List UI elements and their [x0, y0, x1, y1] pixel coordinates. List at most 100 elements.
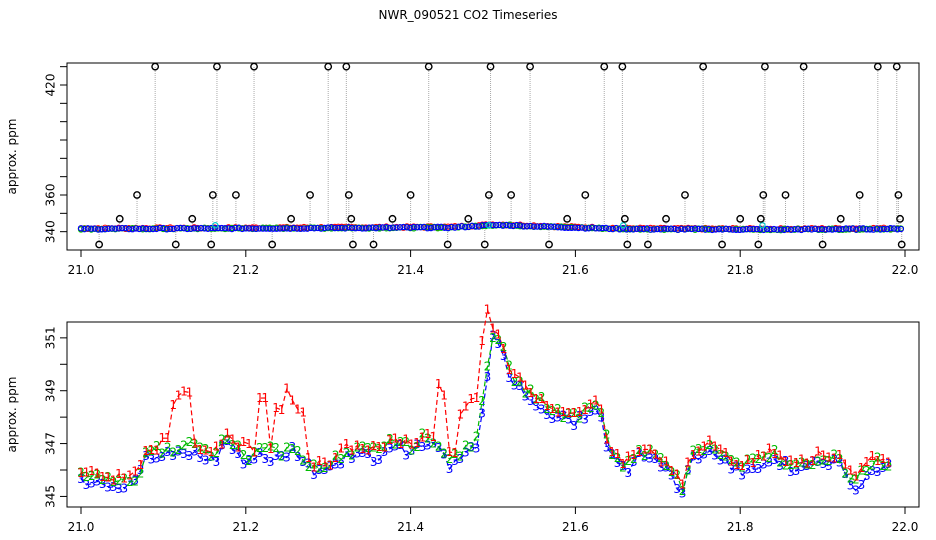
series1-marker-58: 1 — [392, 432, 400, 446]
series1-marker-46: 1 — [326, 459, 334, 473]
series1-marker-121: 1 — [733, 458, 741, 472]
series3-marker-54: 3 — [370, 455, 378, 469]
point-s3-202 — [770, 225, 778, 233]
series3-marker-52: 3 — [359, 446, 367, 460]
series3-marker-26: 3 — [218, 438, 226, 452]
point-s3-213 — [808, 226, 815, 233]
series2-marker-30: 2 — [240, 448, 248, 462]
series1-marker-127: 1 — [765, 442, 773, 456]
series1-marker-88: 1 — [554, 405, 562, 419]
series2-marker-85: 2 — [538, 390, 546, 404]
point-s3-161 — [630, 226, 637, 233]
series1-marker-6: 1 — [110, 473, 118, 487]
series1-marker-11: 1 — [137, 458, 145, 472]
series3-marker-65: 3 — [429, 436, 437, 450]
series2-marker-149: 2 — [885, 460, 893, 474]
point-s3-154 — [606, 225, 613, 233]
series2-marker-101: 2 — [625, 454, 633, 468]
series2-marker-77: 2 — [494, 333, 502, 347]
series2-marker-128: 2 — [771, 443, 779, 457]
point-s3-106 — [441, 224, 448, 231]
point-s3-170 — [661, 225, 668, 232]
series1-marker-113: 1 — [690, 448, 698, 462]
series2-marker-124: 2 — [749, 451, 757, 465]
series2-marker-57: 2 — [386, 432, 394, 446]
series1-marker-126: 1 — [760, 450, 768, 464]
outlier-point-35 — [620, 214, 629, 223]
outlier-point-6 — [207, 240, 216, 249]
outlier-point-26 — [484, 191, 493, 199]
series1-marker-51: 1 — [354, 438, 362, 452]
point-s3-179 — [691, 225, 699, 232]
plot-frame-1 — [66, 321, 920, 508]
series1-marker-55: 1 — [375, 440, 383, 454]
outlier-point-21 — [406, 191, 415, 199]
series1-marker-8: 1 — [121, 471, 129, 485]
outlier-point-41 — [718, 240, 726, 249]
point-s3-114 — [468, 222, 476, 229]
point-s3-193 — [739, 226, 747, 233]
point-s3-66 — [304, 225, 311, 232]
series1-marker-54: 1 — [370, 439, 378, 453]
series2-marker-120: 2 — [728, 453, 736, 467]
outlier-point-16 — [344, 191, 353, 199]
series1-marker-91: 1 — [570, 406, 578, 420]
series1-marker-90: 1 — [565, 406, 573, 420]
point-s3-211 — [801, 225, 808, 233]
point-s3-62 — [290, 224, 297, 232]
point-s3-86 — [372, 225, 380, 232]
point-s3-94 — [400, 223, 407, 231]
outlier-point-36 — [623, 240, 632, 249]
series2-marker-116: 2 — [706, 438, 714, 452]
point-s3-220 — [832, 226, 839, 233]
series2-marker-123: 2 — [744, 453, 752, 467]
series1-marker-62: 1 — [413, 436, 421, 450]
series2-marker-94: 2 — [587, 401, 595, 415]
point-s3-29 — [177, 224, 184, 232]
point-s3-230 — [866, 226, 874, 233]
series2-marker-42: 2 — [305, 460, 313, 474]
series2-marker-15: 2 — [158, 446, 166, 460]
point-s3-88 — [379, 224, 387, 231]
series3-marker-140: 3 — [836, 455, 844, 469]
series3-marker-111: 3 — [679, 486, 687, 500]
point-s3-129 — [520, 223, 527, 230]
outlier-point-33 — [600, 62, 609, 71]
series3-marker-27: 3 — [224, 434, 232, 448]
series1-marker-0: 1 — [77, 466, 85, 480]
series3-marker-42: 3 — [305, 456, 313, 470]
point-s3-5 — [95, 226, 102, 233]
point-s3-49 — [245, 225, 253, 232]
series2-marker-13: 2 — [148, 444, 156, 458]
series1-marker-146: 1 — [868, 449, 876, 463]
series1-marker-63: 1 — [419, 430, 427, 444]
point-s3-83 — [362, 225, 369, 232]
series2-marker-63: 2 — [419, 426, 427, 440]
series1-marker-110: 1 — [673, 468, 681, 482]
series1-marker-36: 1 — [272, 401, 280, 415]
series3-marker-90: 3 — [565, 412, 573, 426]
series2-marker-70: 2 — [457, 450, 465, 464]
series1-marker-12: 1 — [142, 444, 150, 458]
series2-marker-86: 2 — [543, 402, 551, 416]
series1-marker-76: 1 — [489, 322, 497, 336]
series2-marker-118: 2 — [717, 448, 725, 462]
series2-marker-38: 2 — [283, 440, 291, 454]
series2-marker-147: 2 — [874, 450, 882, 464]
point-s3-207 — [787, 226, 795, 233]
outlier-point-50 — [836, 214, 845, 223]
x-tick-label-0-3: 21.6 — [562, 263, 589, 277]
series2-marker-73: 2 — [473, 429, 481, 443]
series3-marker-12: 3 — [142, 449, 150, 463]
point-s3-4 — [91, 225, 98, 232]
series2-marker-136: 2 — [814, 454, 822, 468]
series2-marker-9: 2 — [126, 475, 134, 489]
point-s3-128 — [516, 222, 524, 229]
series3-marker-72: 3 — [467, 440, 475, 454]
outlier-point-40 — [699, 62, 708, 71]
point-s3-118 — [482, 221, 489, 229]
point-s3-108 — [448, 223, 455, 231]
point-s3-69 — [314, 224, 321, 232]
outlier-point-52 — [873, 62, 882, 71]
